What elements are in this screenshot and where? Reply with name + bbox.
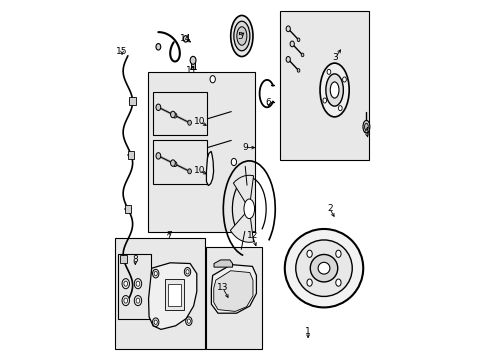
Circle shape <box>156 153 161 159</box>
Circle shape <box>285 26 290 32</box>
Circle shape <box>306 279 312 286</box>
Bar <box>153 92 207 135</box>
Circle shape <box>173 113 177 118</box>
Bar <box>118 254 151 319</box>
Text: 5: 5 <box>237 32 243 41</box>
Circle shape <box>152 269 159 278</box>
Circle shape <box>285 57 290 62</box>
Text: 15: 15 <box>116 47 127 56</box>
Bar <box>205 247 261 349</box>
Ellipse shape <box>236 27 246 45</box>
Circle shape <box>231 158 236 166</box>
Circle shape <box>184 267 190 276</box>
Circle shape <box>187 319 190 323</box>
Text: 14: 14 <box>180 35 191 44</box>
Circle shape <box>136 281 140 286</box>
Circle shape <box>152 318 159 327</box>
Text: 6: 6 <box>265 98 271 107</box>
Circle shape <box>156 44 161 50</box>
Circle shape <box>173 162 177 167</box>
Text: 7: 7 <box>166 231 171 240</box>
Ellipse shape <box>319 63 348 117</box>
Polygon shape <box>211 265 256 313</box>
Circle shape <box>123 281 127 286</box>
Bar <box>124 205 131 213</box>
Circle shape <box>342 77 346 82</box>
Wedge shape <box>233 175 253 209</box>
Bar <box>153 140 207 184</box>
Circle shape <box>154 271 157 276</box>
Circle shape <box>170 111 175 118</box>
Circle shape <box>134 279 142 289</box>
Bar <box>114 238 204 349</box>
Ellipse shape <box>284 229 363 307</box>
Ellipse shape <box>244 199 254 219</box>
Bar <box>129 97 136 105</box>
Circle shape <box>154 320 157 324</box>
Text: 11: 11 <box>185 66 197 75</box>
Bar <box>164 279 183 310</box>
Circle shape <box>335 250 341 257</box>
Circle shape <box>187 169 191 174</box>
Polygon shape <box>213 271 252 311</box>
Circle shape <box>134 296 142 306</box>
Ellipse shape <box>362 120 369 133</box>
Circle shape <box>122 279 129 289</box>
Circle shape <box>185 270 189 274</box>
Circle shape <box>170 160 175 166</box>
Circle shape <box>297 69 299 72</box>
Ellipse shape <box>329 82 338 98</box>
Text: 10: 10 <box>193 166 205 175</box>
Bar <box>120 255 126 263</box>
Circle shape <box>136 298 140 303</box>
Circle shape <box>123 298 127 303</box>
Polygon shape <box>148 263 196 329</box>
Bar <box>128 151 134 159</box>
Text: 13: 13 <box>217 284 228 292</box>
Circle shape <box>289 41 294 47</box>
Wedge shape <box>230 209 253 242</box>
Ellipse shape <box>295 240 351 296</box>
Circle shape <box>326 69 330 75</box>
Circle shape <box>183 36 188 42</box>
Circle shape <box>306 250 312 257</box>
Bar <box>191 60 195 69</box>
Text: 2: 2 <box>326 204 332 213</box>
Circle shape <box>335 279 341 286</box>
Text: 3: 3 <box>332 53 338 62</box>
Polygon shape <box>214 260 232 267</box>
Circle shape <box>190 57 196 64</box>
Text: 1: 1 <box>305 327 310 336</box>
Ellipse shape <box>318 262 329 274</box>
Circle shape <box>338 105 342 111</box>
Text: 8: 8 <box>132 256 138 264</box>
Ellipse shape <box>325 74 343 106</box>
Circle shape <box>301 53 303 57</box>
Circle shape <box>297 38 299 42</box>
Text: 9: 9 <box>242 143 247 152</box>
Circle shape <box>122 296 129 306</box>
Text: 12: 12 <box>246 231 258 240</box>
Text: 10: 10 <box>193 117 205 126</box>
Circle shape <box>322 98 326 103</box>
Circle shape <box>187 120 191 125</box>
Circle shape <box>185 317 192 325</box>
Circle shape <box>210 76 215 83</box>
Polygon shape <box>206 151 213 186</box>
Bar <box>167 284 181 306</box>
Ellipse shape <box>310 255 337 282</box>
Text: 4: 4 <box>363 127 368 136</box>
Bar <box>280 11 368 160</box>
Ellipse shape <box>364 123 367 130</box>
Ellipse shape <box>230 15 252 57</box>
Circle shape <box>156 104 161 111</box>
Ellipse shape <box>233 21 249 51</box>
Bar <box>147 72 255 232</box>
